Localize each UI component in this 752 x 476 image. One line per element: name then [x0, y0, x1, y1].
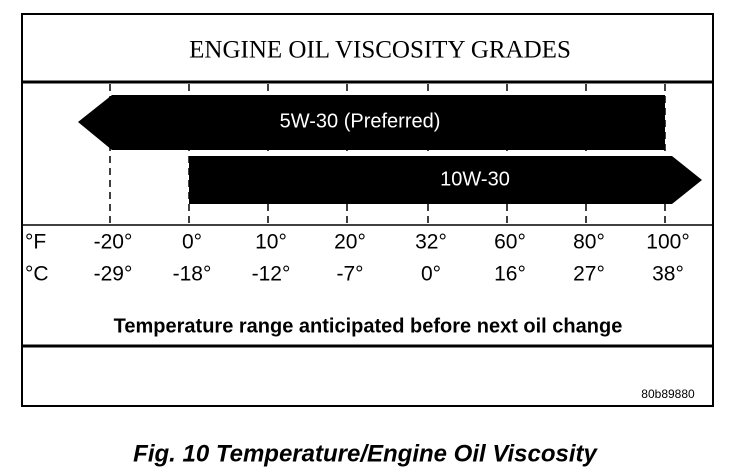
- temperature-label: 80°: [573, 231, 605, 254]
- caption: Fig. 10 Temperature/Engine Oil Viscosity: [133, 440, 598, 467]
- temperature-label: -20°: [94, 231, 133, 254]
- grade-arrow: [189, 156, 702, 204]
- temperature-label: 27°: [573, 263, 605, 286]
- temperature-label: 60°: [494, 231, 526, 254]
- temperature-label: -7°: [336, 263, 363, 286]
- temperature-label: 100°: [646, 231, 689, 254]
- temperature-scale: -20° 0° 10° 20° 32° 60° 80° 100° -29° -18° -12° -7°…: [94, 231, 690, 286]
- temperature-label: 10°: [255, 231, 287, 254]
- temperature-label: -29°: [94, 263, 133, 286]
- grade-label: 5W-30 (Preferred): [280, 110, 441, 132]
- temperature-label: 20°: [334, 231, 366, 254]
- range-note: Temperature range anticipated before nex…: [114, 315, 623, 337]
- temperature-label: 38°: [652, 263, 684, 286]
- title: ENGINE OIL VISCOSITY GRADES: [189, 37, 571, 64]
- grade-arrow: [78, 95, 665, 150]
- temperature-label: 32°: [415, 231, 447, 254]
- unit-label: °C: [25, 263, 49, 286]
- temperature-label: 0°: [182, 231, 202, 254]
- unit-label: °F: [25, 231, 46, 254]
- temperature-label: 16°: [494, 263, 526, 286]
- temperature-label: 0°: [421, 263, 441, 286]
- figure-id: 80b89880: [641, 387, 695, 401]
- grade-label: 10W-30: [440, 168, 510, 190]
- temperature-label: -18°: [173, 263, 212, 286]
- frame: [21, 13, 714, 407]
- temperature-label: -12°: [252, 263, 291, 286]
